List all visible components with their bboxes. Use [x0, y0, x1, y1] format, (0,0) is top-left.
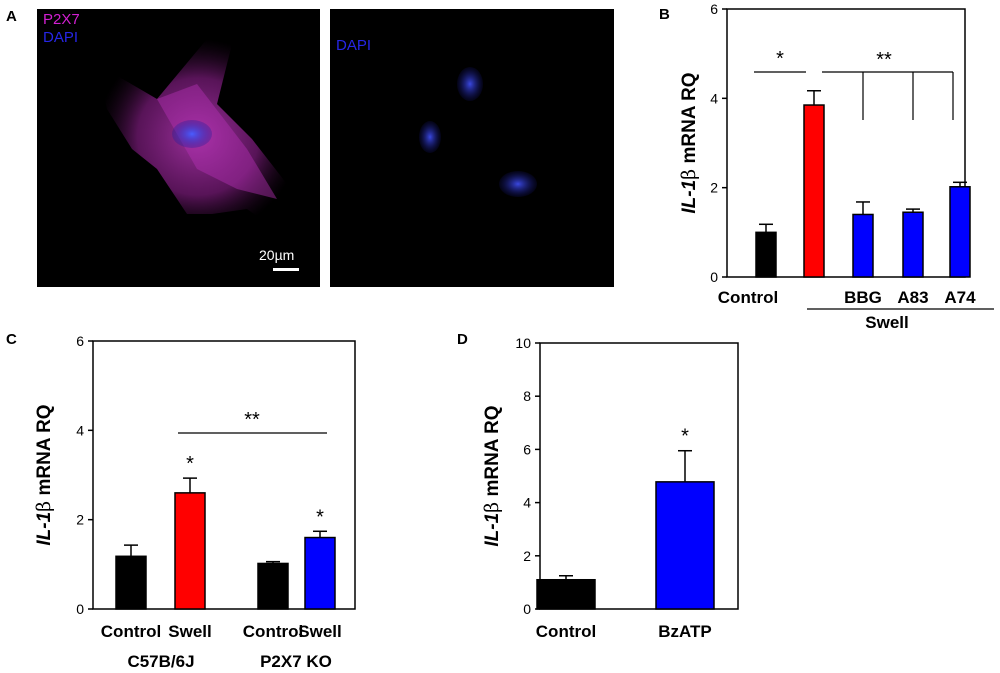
chart-b-frame — [726, 8, 966, 278]
chart-d-ytick-label-5: 10 — [515, 335, 531, 351]
panel-letter-b: B — [659, 6, 670, 23]
chart-b-ytick-label-2: 4 — [710, 90, 718, 106]
chart-b-ytick-label-3: 6 — [710, 1, 718, 17]
chart-c-xlabel-1: Swell — [168, 622, 211, 641]
chart-c-bar-star-1: * — [186, 453, 194, 475]
chart-b-sig-star-2: ** — [876, 49, 892, 71]
micrograph-label-p2x7: P2X7 — [43, 11, 80, 28]
scale-bar — [273, 268, 299, 271]
chart-d-frame — [539, 342, 739, 610]
panel-letter-d: D — [457, 331, 468, 348]
chart-b-ytick-label-1: 2 — [710, 180, 718, 196]
chart-c-ytick-label-3: 6 — [76, 333, 84, 349]
panel-letter-a: A — [6, 8, 17, 25]
chart-b-ylabel: IL-1β mRNA RQ — [678, 72, 700, 213]
chart-c-xlabel-2: Control — [243, 622, 303, 641]
chart-c-bar-1 — [174, 492, 206, 610]
chart-b-sig-star-1: * — [776, 48, 784, 70]
chart-c-bar-3 — [304, 536, 336, 610]
chart-d-bar-0 — [536, 578, 596, 610]
chart-c-ytick-label-2: 4 — [76, 422, 84, 438]
chart-c-sig-star: ** — [244, 409, 260, 431]
micrograph-label-dapi-only: DAPI — [336, 37, 372, 54]
chart-c-bar-2 — [257, 562, 289, 610]
chart-d-ytick-label-0: 0 — [523, 601, 531, 617]
chart-c-bar-0 — [115, 555, 147, 610]
chart-d-xlabel-0: Control — [536, 622, 596, 641]
micrograph-nuclei-image — [419, 67, 537, 197]
chart-c-group-label-1: P2X7 KO — [260, 652, 332, 671]
micrograph-label-dapi: DAPI — [43, 29, 79, 46]
panel-letter-c: C — [6, 331, 17, 348]
micrograph-dapi: DAPI — [330, 9, 614, 287]
chart-b-ytick-label-0: 0 — [710, 269, 718, 285]
chart-d-ytick-label-4: 8 — [523, 388, 531, 404]
chart-b-xlabel-3: A83 — [897, 288, 928, 307]
chart-c-bar-star-3: * — [316, 506, 324, 528]
chart-d-ytick-label-3: 6 — [523, 441, 531, 457]
chart-b-xlabel-4: A74 — [944, 288, 976, 307]
micrograph-p2x7-dapi: P2X7 DAPI 20µm — [37, 9, 320, 287]
chart-c-ytick-label-1: 2 — [76, 512, 84, 528]
chart-b-bar-2 — [852, 213, 874, 278]
chart-b-bar-3 — [902, 211, 924, 278]
chart-c-ylabel: IL-1β mRNA RQ — [33, 404, 55, 545]
chart-b-bar-0 — [755, 231, 777, 278]
chart-b-bar-4 — [949, 186, 971, 278]
chart-c-xlabel-0: Control — [101, 622, 161, 641]
chart-b-xlabel-0: Control — [718, 288, 778, 307]
chart-b-xlabel-2: BBG — [844, 288, 882, 307]
chart-d-xlabel-1: BzATP — [658, 622, 712, 641]
chart-c-ytick-label-0: 0 — [76, 601, 84, 617]
chart-b-group-label: Swell — [865, 313, 908, 332]
chart-d-bar-star-1: * — [681, 426, 689, 448]
chart-d-ytick-label-2: 4 — [523, 495, 531, 511]
chart-d-bar-1 — [655, 481, 715, 610]
chart-c-xlabel-3: Swell — [298, 622, 341, 641]
chart-c-frame — [92, 340, 356, 610]
chart-d-ytick-label-1: 2 — [523, 548, 531, 564]
chart-d-ylabel: IL-1β mRNA RQ — [481, 405, 503, 546]
scale-bar-label: 20µm — [259, 247, 295, 263]
chart-c-group-label-0: C57B/6J — [127, 652, 194, 671]
chart-b-bar-1 — [803, 104, 825, 278]
micrograph-cell-image — [97, 39, 299, 234]
